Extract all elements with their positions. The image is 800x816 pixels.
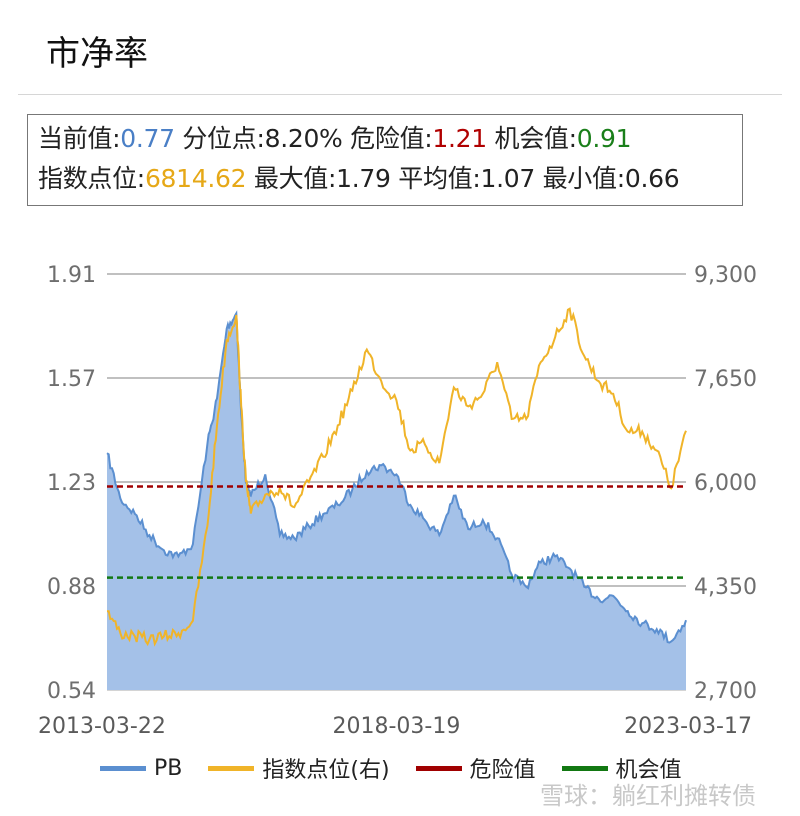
summary-line-2: 指数点位:6814.62 最大值:1.79 平均值:1.07 最小值:0.66 xyxy=(38,159,732,199)
reference-lines xyxy=(107,485,686,579)
y-right-tick-label: 9,300 xyxy=(694,263,757,288)
avg-label: 平均值: xyxy=(398,164,481,193)
opportunity-label: 机会值: xyxy=(494,124,578,153)
avg-value: 1.07 xyxy=(480,164,535,193)
percentile-label: 分位点: xyxy=(182,124,265,153)
min-value: 0.66 xyxy=(624,164,680,193)
pb-line xyxy=(106,310,687,644)
index-line xyxy=(107,307,687,647)
x-tick-label: 2018-03-19 xyxy=(332,714,460,739)
index-series xyxy=(107,307,687,647)
index-label: 指数点位: xyxy=(38,164,145,193)
legend-label-index: 指数点位(右) xyxy=(262,758,390,783)
min-label: 最小值: xyxy=(542,164,626,193)
summary-line-1: 当前值:0.77 分位点:8.20% 危险值:1.21 机会值:0.91 xyxy=(38,119,732,159)
current-label: 当前值: xyxy=(38,124,121,153)
watermark: 雪球：躺红利摊转债 xyxy=(540,782,756,810)
legend-swatch-opportunity xyxy=(561,765,608,771)
legend-item-index: 指数点位(右) xyxy=(208,752,390,784)
legend-item-pb: PB xyxy=(100,756,182,781)
axis-labels: 1.91 9,300 1.57 7,650 1.23 6,000 0.88 4,350 0.54… xyxy=(38,263,757,739)
y-right-tick-label: 2,700 xyxy=(694,679,757,704)
y-right-tick-label: 6,000 xyxy=(694,471,757,496)
max-label: 最大值: xyxy=(253,164,337,193)
y-left-tick-label: 0.54 xyxy=(47,679,96,704)
legend-item-danger: 危险值 xyxy=(415,752,536,784)
y-left-tick-label: 1.23 xyxy=(47,471,96,496)
x-tick-label: 2013-03-22 xyxy=(38,714,166,739)
y-left-tick-label: 0.88 xyxy=(47,575,96,600)
y-left-tick-label: 1.57 xyxy=(47,367,96,392)
max-value: 1.79 xyxy=(336,164,391,193)
opportunity-value: 0.91 xyxy=(576,124,632,153)
legend-swatch-danger xyxy=(415,765,462,771)
danger-value: 1.21 xyxy=(432,124,487,153)
danger-label: 危险值: xyxy=(350,124,433,153)
x-tick-label: 2023-03-17 xyxy=(624,714,752,739)
legend-label-opportunity: 机会值 xyxy=(615,758,682,783)
y-left-tick-label: 1.91 xyxy=(47,263,96,288)
legend-label-danger: 危险值 xyxy=(469,758,536,783)
page-title: 市净率 xyxy=(46,34,148,74)
summary-box: 当前值:0.77 分位点:8.20% 危险值:1.21 机会值:0.91 指数点… xyxy=(27,114,743,206)
legend-item-opportunity: 机会值 xyxy=(561,752,682,784)
percentile-value: 8.20% xyxy=(264,124,343,153)
title-divider xyxy=(18,94,782,95)
pb-series xyxy=(106,310,687,690)
y-right-tick-label: 7,650 xyxy=(694,367,757,392)
chart-legend: PB 指数点位(右) 危险值 机会值 xyxy=(100,752,708,784)
current-value: 0.77 xyxy=(120,124,175,153)
legend-swatch-index xyxy=(208,765,255,771)
index-value: 6814.62 xyxy=(144,164,247,193)
pb-area-fill xyxy=(107,313,686,690)
legend-label-pb: PB xyxy=(154,755,183,781)
y-right-tick-label: 4,350 xyxy=(694,575,757,600)
legend-swatch-pb xyxy=(100,765,146,771)
